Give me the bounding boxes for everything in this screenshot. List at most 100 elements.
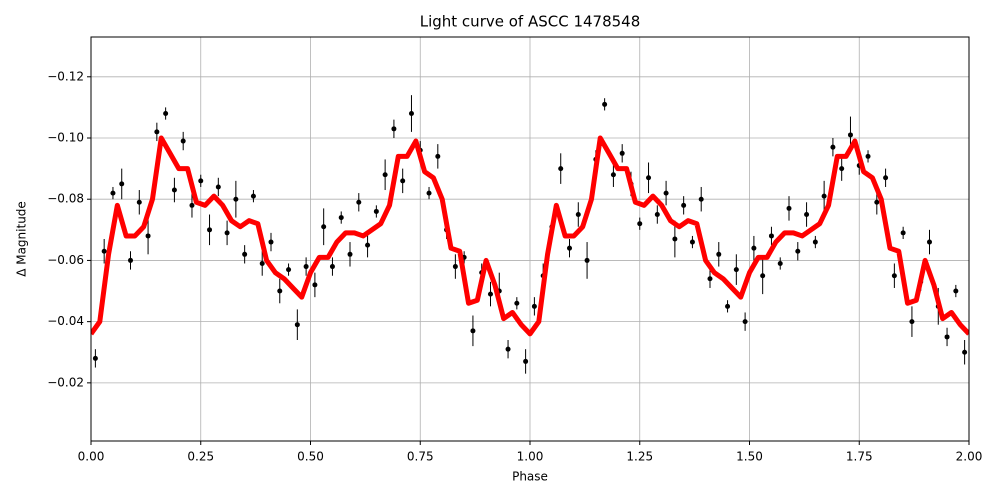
x-tick-label: 0.75 — [407, 450, 434, 464]
data-point — [294, 322, 300, 328]
data-point — [277, 288, 283, 294]
data-point — [259, 260, 265, 266]
y-tick-label: −0.06 — [47, 253, 84, 267]
data-point — [101, 248, 107, 254]
data-point — [698, 196, 704, 202]
data-point — [777, 260, 783, 266]
data-point — [751, 245, 757, 251]
data-point — [514, 300, 520, 306]
data-point — [329, 264, 335, 270]
data-point — [224, 230, 230, 236]
data-point — [663, 190, 669, 196]
data-point — [646, 175, 652, 181]
y-tick-label: −0.02 — [47, 375, 84, 389]
data-point — [373, 208, 379, 214]
data-point — [487, 291, 493, 297]
data-point — [356, 199, 362, 205]
data-point — [250, 193, 256, 199]
data-point — [812, 239, 818, 245]
data-point — [338, 215, 344, 221]
data-point — [452, 264, 458, 270]
data-point — [365, 242, 371, 248]
x-tick-label: 0.50 — [297, 450, 324, 464]
data-point — [637, 221, 643, 227]
data-point — [110, 190, 116, 196]
data-point — [874, 199, 880, 205]
y-tick-label: −0.10 — [47, 131, 84, 145]
data-point — [768, 233, 774, 239]
data-point — [303, 264, 309, 270]
data-point — [865, 153, 871, 159]
data-point — [795, 248, 801, 254]
data-point — [128, 257, 134, 263]
data-point — [804, 212, 810, 218]
data-point — [347, 251, 353, 257]
x-tick-label: 1.00 — [517, 450, 544, 464]
y-tick-label: −0.04 — [47, 314, 84, 328]
data-point — [760, 273, 766, 279]
data-point — [382, 172, 388, 178]
data-point — [400, 178, 406, 184]
data-point — [435, 153, 441, 159]
data-point — [286, 267, 292, 273]
data-point — [391, 126, 397, 132]
data-point — [742, 319, 748, 325]
data-point — [215, 184, 221, 190]
data-point — [926, 239, 932, 245]
data-point — [180, 138, 186, 144]
data-point — [312, 282, 318, 288]
data-point — [567, 245, 573, 251]
data-point — [900, 230, 906, 236]
data-point — [505, 346, 511, 352]
data-point — [602, 101, 608, 107]
data-point — [268, 239, 274, 245]
data-point — [233, 196, 239, 202]
data-point — [163, 111, 169, 117]
data-point — [145, 233, 151, 239]
data-point — [716, 251, 722, 257]
data-point — [198, 178, 204, 184]
data-point — [584, 257, 590, 263]
data-point — [619, 150, 625, 156]
data-point — [92, 355, 98, 361]
data-point — [733, 267, 739, 273]
data-point — [707, 276, 713, 282]
data-point — [672, 236, 678, 242]
data-point — [681, 202, 687, 208]
x-tick-label: 1.25 — [626, 450, 653, 464]
y-tick-label: −0.12 — [47, 69, 84, 83]
data-point — [119, 181, 125, 187]
data-point — [944, 334, 950, 340]
x-tick-label: 0.00 — [78, 450, 105, 464]
data-point — [575, 212, 581, 218]
data-point — [953, 288, 959, 294]
data-point — [821, 193, 827, 199]
y-tick-label: −0.08 — [47, 192, 84, 206]
fit-line — [91, 135, 969, 337]
y-axis-label: Δ Magnitude — [15, 201, 29, 277]
data-point — [830, 144, 836, 150]
data-point — [725, 303, 731, 309]
data-point — [321, 224, 327, 230]
data-point — [962, 349, 968, 355]
data-point — [531, 303, 537, 309]
data-point — [654, 212, 660, 218]
data-point — [883, 175, 889, 181]
data-point — [610, 172, 616, 178]
plot-area — [91, 95, 969, 374]
x-tick-label: 2.00 — [956, 450, 983, 464]
x-tick-label: 0.25 — [187, 450, 214, 464]
data-point — [523, 358, 529, 364]
data-point — [242, 251, 248, 257]
data-point — [891, 273, 897, 279]
data-point — [909, 319, 915, 325]
x-tick-label: 1.50 — [736, 450, 763, 464]
plot-frame — [90, 36, 970, 442]
data-point — [136, 199, 142, 205]
data-point — [558, 166, 564, 172]
data-point — [154, 129, 160, 135]
chart-title: Light curve of ASCC 1478548 — [420, 13, 641, 31]
x-axis-label: Phase — [512, 470, 548, 484]
data-point — [786, 205, 792, 211]
